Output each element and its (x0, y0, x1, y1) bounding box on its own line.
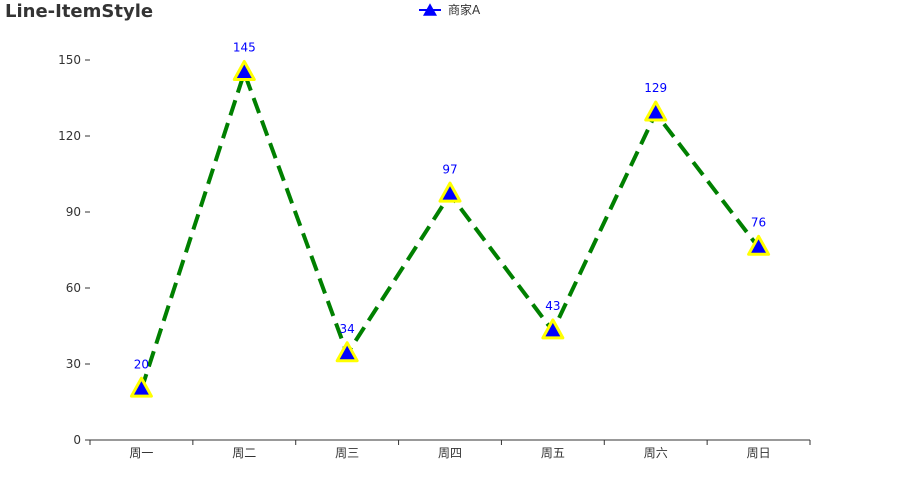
data-point-marker[interactable] (232, 60, 256, 82)
data-label: 76 (751, 215, 766, 229)
legend-label[interactable]: 商家A (448, 2, 481, 17)
legend-triangle-icon[interactable] (423, 3, 437, 16)
data-point-marker[interactable] (541, 318, 565, 340)
data-point-marker[interactable] (129, 376, 153, 398)
data-label: 34 (340, 322, 355, 336)
y-tick-label: 90 (66, 205, 81, 219)
data-label: 43 (545, 299, 560, 313)
chart-title: Line-ItemStyle (5, 1, 154, 22)
y-tick-label: 30 (66, 357, 81, 371)
series-layer (129, 60, 771, 398)
y-axis: 0 30 60 90 120 150 (58, 53, 90, 447)
y-tick-label: 60 (66, 281, 81, 295)
y-tick-label: 150 (58, 53, 81, 67)
legend[interactable]: 商家A (419, 2, 481, 17)
y-tick-label: 0 (73, 433, 81, 447)
x-tick-label: 周五 (541, 446, 565, 460)
data-point-marker[interactable] (747, 234, 771, 256)
data-labels: 20 145 34 97 43 129 76 (134, 41, 766, 372)
data-label: 20 (134, 357, 149, 371)
data-label: 97 (442, 162, 457, 176)
x-tick-label: 周四 (438, 446, 462, 460)
x-tick-label: 周六 (644, 446, 668, 460)
x-tick-label: 周一 (129, 446, 153, 460)
x-tick-label: 周三 (335, 446, 359, 460)
x-tick-label: 周二 (232, 446, 256, 460)
y-tick-label: 120 (58, 129, 81, 143)
data-point-marker[interactable] (438, 181, 462, 203)
data-point-marker[interactable] (335, 341, 359, 363)
x-tick-label: 周日 (747, 446, 771, 460)
data-label: 145 (233, 41, 256, 55)
x-axis: 周一 周二 周三 周四 周五 周六 周日 (89, 439, 811, 460)
data-label: 129 (644, 81, 667, 95)
data-point-marker[interactable] (644, 100, 668, 122)
